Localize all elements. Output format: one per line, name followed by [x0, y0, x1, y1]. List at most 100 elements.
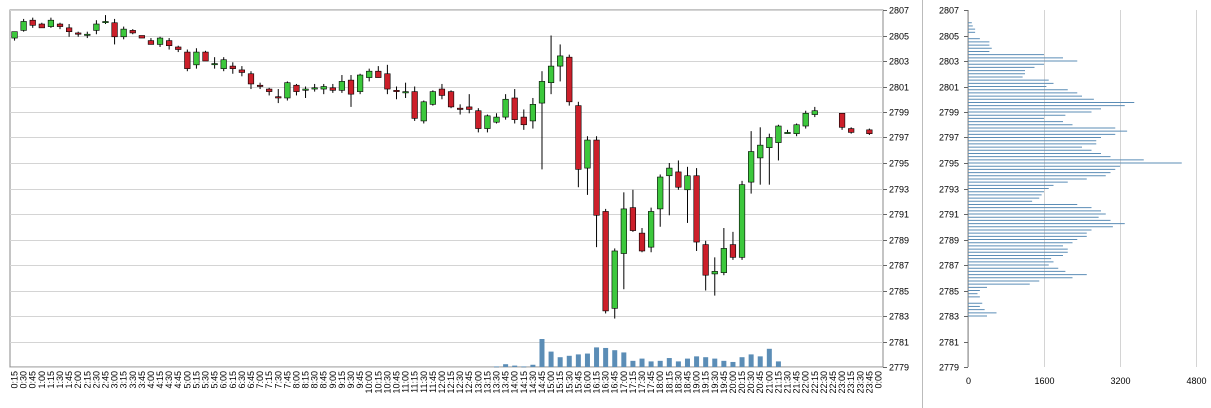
- y-tick-label: 2797: [889, 133, 909, 143]
- profile-y-tick-label: 2791: [939, 210, 959, 220]
- candle-body: [675, 171, 682, 188]
- x-tick-label: 20:15: [737, 371, 747, 394]
- volume-bar: [512, 365, 518, 367]
- candle-body: [84, 33, 91, 36]
- candle-body: [75, 32, 82, 35]
- x-tick-label: 20:45: [755, 371, 765, 394]
- x-tick-label: 16:00: [582, 371, 592, 394]
- volume-bar: [639, 358, 645, 367]
- volume-bar: [530, 364, 536, 367]
- candle-body: [838, 112, 846, 128]
- y-tick-label: 2789: [889, 236, 909, 246]
- candle-body: [602, 211, 609, 312]
- candle-body: [202, 51, 209, 62]
- candle-body: [247, 73, 255, 85]
- x-tick-label: 9:15: [337, 371, 347, 389]
- volume-bar: [503, 364, 509, 367]
- volume-bar: [739, 357, 745, 367]
- candle-body: [702, 244, 709, 276]
- candle-body: [684, 175, 691, 191]
- candle-body: [129, 30, 136, 34]
- x-tick-label: 21:30: [783, 371, 793, 394]
- x-tick-label: 16:30: [601, 371, 611, 394]
- volume-bar: [666, 358, 672, 367]
- x-tick-label: 1:00: [37, 371, 47, 389]
- candle-body: [47, 19, 55, 27]
- x-tick-label: 3:15: [119, 371, 129, 389]
- x-tick-label: 4:45: [173, 371, 183, 389]
- candle-body: [38, 23, 45, 29]
- x-tick-label: 1:15: [46, 371, 56, 389]
- volume-bar: [694, 356, 700, 367]
- x-tick-label: 13:45: [501, 371, 511, 394]
- candle-body: [711, 271, 718, 275]
- x-tick-label: 10:00: [364, 371, 374, 394]
- volume-bar: [557, 357, 563, 367]
- candle-body: [411, 91, 418, 119]
- candle-body: [538, 81, 546, 104]
- x-tick-label: 8:30: [310, 371, 320, 389]
- candle-body: [156, 37, 164, 45]
- x-tick-label: 12:00: [437, 371, 447, 394]
- candle-body: [529, 104, 536, 122]
- candle-body: [20, 21, 27, 31]
- x-tick-label: 1:45: [64, 371, 74, 389]
- profile-y-tick-label: 2801: [939, 83, 959, 93]
- candle-body: [111, 22, 118, 38]
- volume-bar: [603, 347, 609, 367]
- candle-body: [729, 244, 737, 258]
- x-tick-label: 18:15: [664, 371, 674, 394]
- x-tick-label: 17:15: [628, 371, 638, 394]
- candle-body: [657, 176, 664, 210]
- candle-body: [757, 144, 764, 159]
- y-tick-label: 2779: [889, 363, 909, 373]
- candle-body: [638, 232, 646, 252]
- candle-body: [866, 129, 873, 134]
- x-tick-label: 19:15: [701, 371, 711, 394]
- x-tick-label: 5:30: [201, 371, 211, 389]
- candle-body: [384, 73, 391, 90]
- candle-body: [175, 46, 182, 50]
- x-tick-label: 11:15: [410, 371, 420, 393]
- x-tick-label: 20:00: [728, 371, 738, 394]
- candle-body: [275, 96, 282, 99]
- x-tick-label: 8:45: [319, 371, 329, 389]
- x-tick-label: 18:30: [673, 371, 683, 394]
- x-tick-label: 14:45: [537, 371, 547, 394]
- x-tick-label: 10:45: [391, 371, 401, 394]
- candle-body: [138, 35, 145, 39]
- profile-y-tick-label: 2787: [939, 261, 959, 271]
- volume-bar: [648, 361, 654, 367]
- volume-bar: [521, 366, 527, 368]
- y-tick-label: 2783: [889, 312, 909, 322]
- x-tick-label: 23:45: [864, 371, 874, 394]
- volume-bar: [657, 360, 663, 367]
- x-tick-label: 15:15: [555, 371, 565, 394]
- candle-body: [493, 116, 500, 123]
- x-tick-label: 2:00: [73, 371, 83, 389]
- profile-y-tick-label: 2797: [939, 133, 959, 143]
- x-tick-label: 23:15: [846, 371, 856, 394]
- candle-body: [802, 112, 809, 127]
- x-tick-label: 6:00: [219, 371, 229, 389]
- candle-body: [784, 132, 791, 134]
- volume-bar: [721, 360, 727, 367]
- candle-body: [720, 248, 727, 273]
- candle-body: [93, 23, 100, 31]
- candle-body: [229, 65, 236, 69]
- x-tick-label: 14:15: [519, 371, 529, 394]
- x-tick-label: 2:30: [91, 371, 101, 389]
- x-tick-label: 2:15: [82, 371, 92, 389]
- x-tick-label: 3:30: [128, 371, 138, 389]
- candle-body: [775, 125, 782, 143]
- x-tick-label: 19:00: [692, 371, 702, 394]
- profile-y-tick-label: 2805: [939, 32, 959, 42]
- volume-bar: [548, 351, 554, 367]
- x-tick-label: 0:30: [19, 371, 29, 389]
- x-tick-label: 21:15: [773, 371, 783, 394]
- candle-body: [593, 139, 600, 216]
- candle-body: [375, 70, 382, 78]
- candle-body: [284, 82, 291, 99]
- volume-bar: [748, 354, 754, 367]
- volume-bar: [630, 360, 636, 367]
